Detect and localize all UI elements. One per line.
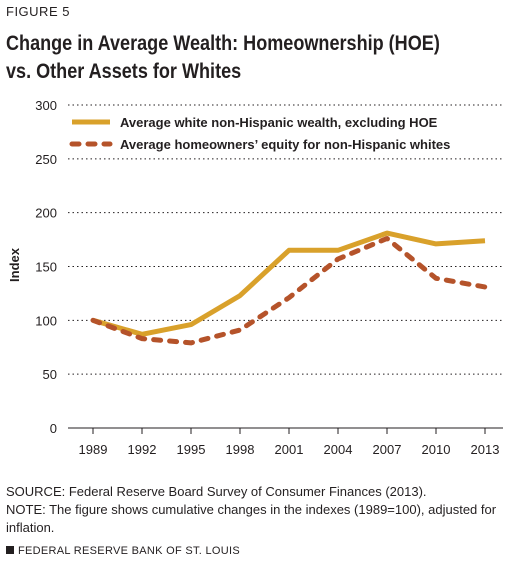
x-tick-label: 2010: [422, 442, 451, 457]
data-point: [191, 324, 192, 325]
y-tick-label: 300: [35, 98, 57, 113]
data-point: [485, 240, 486, 241]
y-tick-label: 150: [35, 260, 57, 275]
data-point: [191, 342, 192, 343]
x-tick-label: 1995: [177, 442, 206, 457]
footer: FEDERAL RESERVE BANK OF ST. LOUIS: [6, 545, 240, 557]
chart-series: [90, 230, 488, 346]
x-tick-label: 1992: [128, 442, 157, 457]
line-chart: 0 50 100 150 200 250 300 1989 1992 1995 1998 2001 2…: [7, 98, 503, 457]
data-point: [289, 297, 290, 298]
chart-legend: Average white non-Hispanic wealth, exclu…: [69, 115, 450, 152]
source-text: SOURCE: Federal Reserve Board Survey of …: [6, 484, 427, 499]
y-axis-ticks: 0 50 100 150 200 250 300: [35, 98, 57, 436]
chart-title-line-1: Change in Average Wealth: Homeownership …: [6, 32, 440, 55]
chart-gridlines: [68, 104, 503, 429]
figure-label: FIGURE 5: [6, 4, 70, 19]
y-tick-label: 100: [35, 313, 57, 328]
x-tick-label: 2013: [471, 442, 500, 457]
series-line-homeowners-equity: [90, 236, 488, 346]
x-tick-label: 2004: [324, 442, 353, 457]
data-point: [436, 243, 437, 244]
x-tick-label: 1998: [226, 442, 255, 457]
data-point: [485, 286, 486, 287]
y-tick-label: 0: [50, 421, 57, 436]
data-point: [142, 338, 143, 339]
data-point: [387, 238, 388, 239]
data-point: [338, 250, 339, 251]
data-point: [142, 334, 143, 335]
y-axis-label: Index: [7, 247, 22, 282]
source-notes: SOURCE: Federal Reserve Board Survey of …: [6, 483, 506, 537]
note-text: NOTE: The figure shows cumulative change…: [6, 502, 497, 535]
data-point: [338, 258, 339, 259]
footer-text: FEDERAL RESERVE BANK OF ST. LOUIS: [18, 545, 241, 557]
data-point: [387, 233, 388, 234]
x-tick-label: 1989: [79, 442, 108, 457]
data-point: [93, 320, 94, 321]
x-axis-ticks: 1989 1992 1995 1998 2001 2004 2007 2010 2013: [79, 428, 500, 457]
data-point: [289, 250, 290, 251]
data-point: [436, 278, 437, 279]
y-tick-label: 200: [35, 206, 57, 221]
series-line-wealth-excluding-hoe: [92, 230, 486, 337]
data-point: [240, 295, 241, 296]
data-point: [240, 330, 241, 331]
legend-label: Average homeowners’ equity for non-Hispa…: [120, 137, 450, 152]
x-tick-label: 2007: [373, 442, 402, 457]
chart-title: Change in Average Wealth: Homeownership …: [6, 30, 440, 86]
y-tick-label: 250: [35, 152, 57, 167]
chart-title-line-2: vs. Other Assets for Whites: [6, 60, 242, 83]
y-tick-label: 50: [43, 367, 57, 382]
legend-label: Average white non-Hispanic wealth, exclu…: [120, 115, 438, 130]
square-icon: [6, 546, 14, 554]
x-tick-label: 2001: [275, 442, 304, 457]
